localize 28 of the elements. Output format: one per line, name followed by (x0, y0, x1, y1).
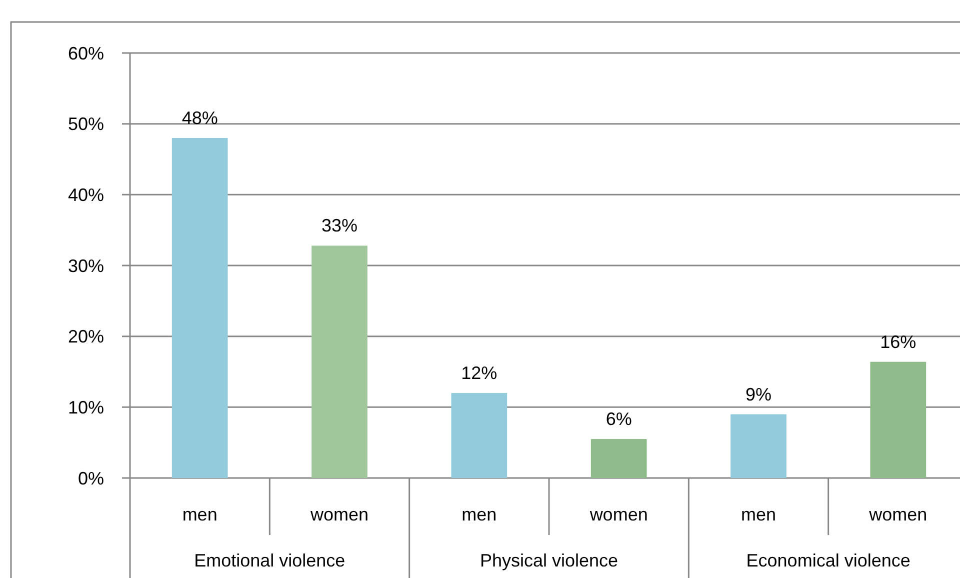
y-tick-label: 40% (68, 184, 104, 205)
data-label: 48% (182, 108, 218, 128)
x-tick-label: women (588, 504, 648, 524)
bar (451, 393, 508, 478)
data-label: 6% (606, 409, 632, 430)
bar (870, 362, 926, 478)
y-tick-label: 50% (68, 114, 104, 134)
y-tick-label: 10% (68, 397, 104, 418)
bar (730, 414, 786, 478)
y-tick-label: 30% (68, 256, 104, 276)
y-tick-label: 0% (78, 468, 104, 488)
x-tick-label: women (309, 504, 369, 524)
x-tick-label: women (868, 504, 928, 524)
text: Economical violence (746, 550, 910, 570)
data-label: 9% (745, 384, 772, 404)
x-tick-label: men (182, 504, 218, 524)
bar (312, 246, 368, 478)
y-tick-label: 20% (68, 326, 104, 347)
y-tick-label: 60% (68, 43, 104, 64)
text: Emotional violence (194, 550, 346, 570)
data-label: 16% (880, 332, 916, 352)
x-tick-label: men (462, 504, 497, 524)
bar (172, 138, 228, 478)
data-label: 12% (461, 363, 498, 383)
text: Physical violence (480, 550, 618, 570)
bar (590, 439, 647, 478)
x-tick-label: men (740, 504, 776, 524)
data-label: 33% (321, 216, 358, 236)
